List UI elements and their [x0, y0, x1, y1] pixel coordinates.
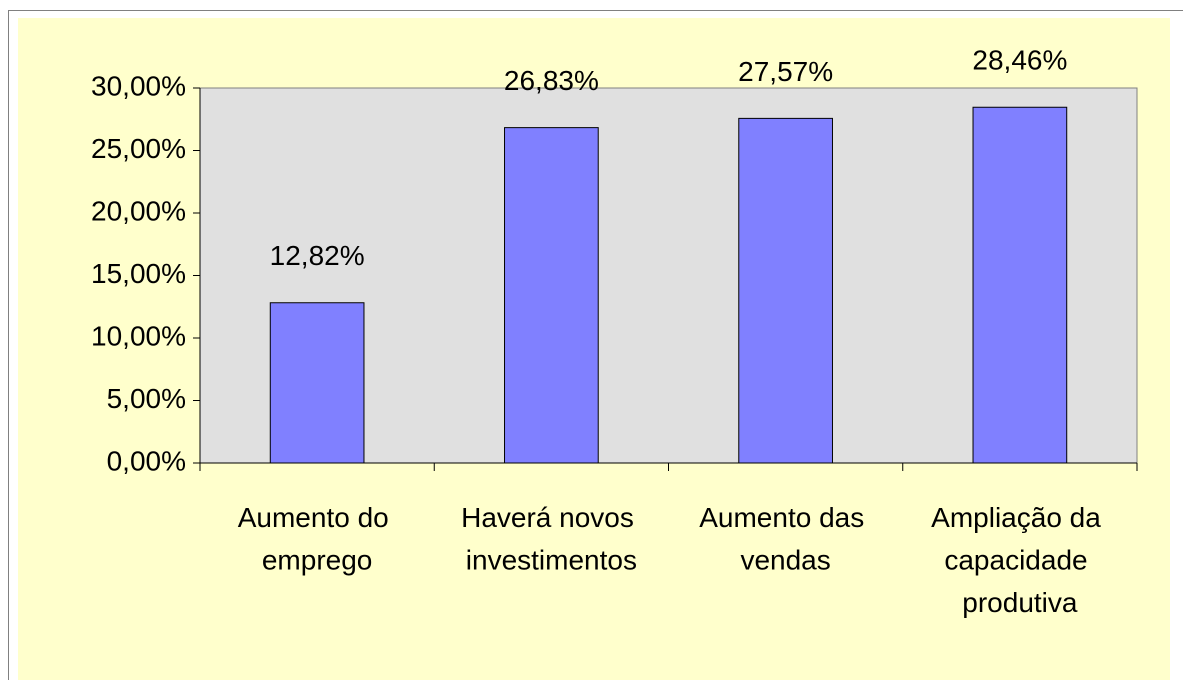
x-tick-label: Aumento das vendas — [699, 502, 872, 576]
y-tick-label: 15,00% — [91, 258, 186, 289]
x-tick-label: Ampliação da capacidade produtiva — [931, 502, 1108, 618]
y-tick-label: 0,00% — [107, 445, 186, 476]
bar — [972, 106, 1068, 464]
data-label: 26,83% — [504, 65, 599, 96]
y-tick-label: 30,00% — [91, 70, 186, 101]
y-tick-label: 10,00% — [91, 320, 186, 351]
bar — [738, 117, 833, 464]
x-tick-label: Haverá novos investimentos — [461, 502, 642, 576]
y-tick-label: 5,00% — [107, 383, 186, 414]
data-label: 27,57% — [738, 56, 833, 87]
bar — [504, 127, 599, 464]
x-tick-label: Aumento do emprego — [238, 502, 397, 576]
data-label: 12,82% — [270, 240, 365, 271]
data-label: 28,46% — [972, 45, 1067, 76]
y-tick-label: 20,00% — [91, 195, 186, 226]
y-tick-label: 25,00% — [91, 133, 186, 164]
bar — [269, 302, 365, 464]
